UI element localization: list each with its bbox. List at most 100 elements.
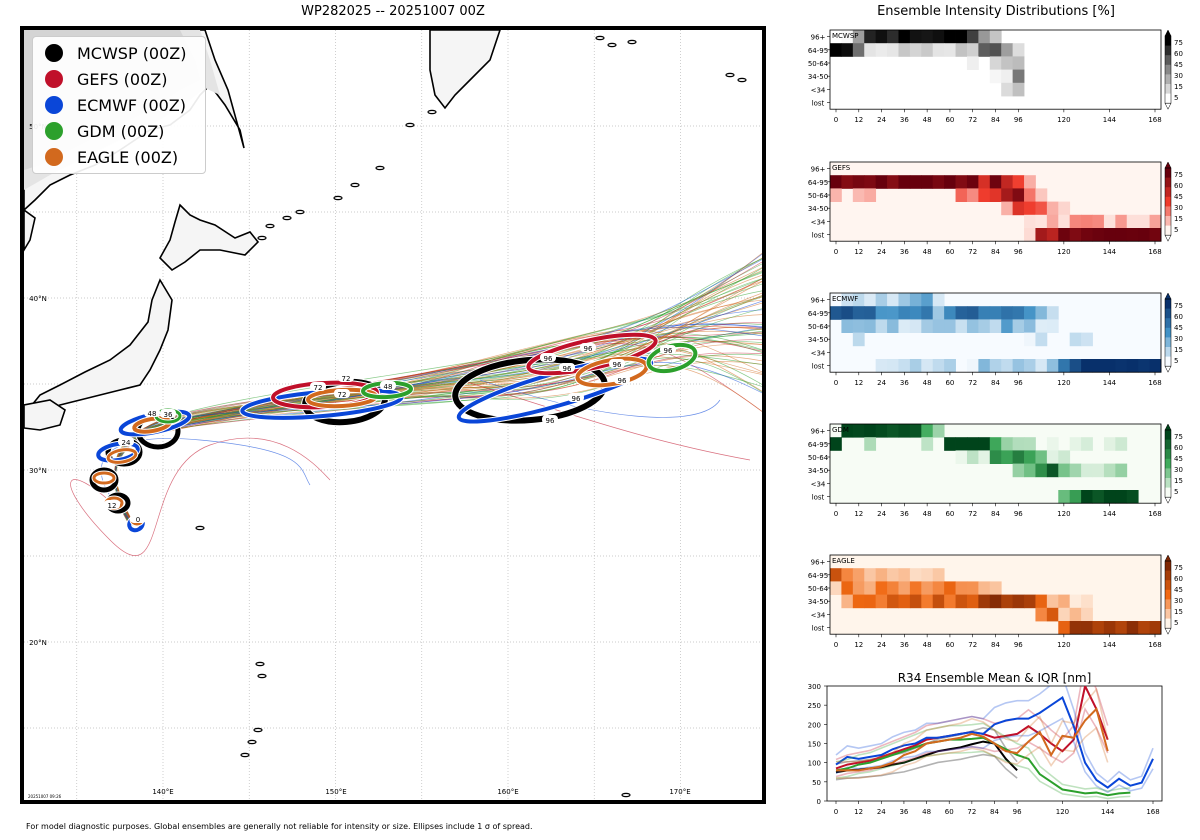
- heatmap-cell: [852, 43, 865, 57]
- heatmap-cell: [1149, 359, 1162, 373]
- heatmap-cell: [841, 293, 854, 307]
- heatmap-row-label: 34-50: [808, 73, 828, 81]
- heatmap-x-tick-label: 12: [854, 510, 863, 518]
- colorbar-step: [1165, 347, 1171, 358]
- heatmap-cell: [966, 188, 979, 202]
- ellipse-hour-label: 24: [122, 439, 131, 447]
- heatmap-cell: [1069, 228, 1082, 242]
- heatmap-cell: [1138, 359, 1150, 373]
- heatmap-cell: [1103, 214, 1116, 229]
- ellipse-label-bg: [104, 500, 120, 509]
- colorbar-tick-label: 60: [1174, 313, 1183, 321]
- ellipse-label-bg: [609, 359, 625, 368]
- heatmap-cell: [1046, 437, 1059, 451]
- r34-iqr-lower: [835, 753, 1018, 781]
- ensemble-track: [70, 437, 331, 556]
- heatmap-cell: [1001, 43, 1014, 57]
- heatmap-panel-eagle: EAGLE 96+ 64-95 50-64 34-50 <34 lost 0 12 24 36 48 6…: [808, 554, 1183, 649]
- colorbar-tick-label: 5: [1174, 226, 1178, 234]
- heatmap-cell: [841, 581, 854, 595]
- heatmap-cell: [1058, 359, 1071, 373]
- heatmap-x-tick-label: 120: [1057, 641, 1070, 649]
- colorbar-step: [1165, 449, 1171, 460]
- heatmap-cell: [1081, 332, 1093, 347]
- colorbar-extend-bottom: [1164, 234, 1172, 242]
- heatmap-cell: [830, 581, 842, 595]
- heatmap-cell: [830, 568, 842, 582]
- colorbar-extend-bottom: [1164, 365, 1172, 373]
- heatmap-cell: [875, 594, 888, 609]
- heatmap-cell: [1024, 228, 1036, 242]
- ellipse-hour-label: 36: [164, 411, 173, 419]
- ellipse-hour-label: 12: [108, 502, 117, 510]
- colorbar-extend-bottom: [1164, 496, 1172, 504]
- heatmap-x-tick-label: 24: [877, 248, 886, 256]
- r34-iqr-upper: [835, 722, 1131, 792]
- colorbar-tick-label: 45: [1174, 193, 1183, 201]
- island: [333, 195, 343, 201]
- ellipse-label-bg: [130, 514, 146, 523]
- heatmap-cell: [1035, 359, 1048, 373]
- heatmap-cell: [932, 359, 945, 373]
- heatmap-cell: [932, 581, 945, 595]
- colorbar-step: [1165, 74, 1171, 85]
- heatmap-x-tick-label: 144: [1103, 379, 1117, 387]
- heatmap-cell: [1035, 319, 1048, 333]
- heatmap-cell: [909, 359, 922, 373]
- legend-label: GDM (00Z): [77, 121, 165, 141]
- spread-ellipse: [106, 448, 138, 464]
- heatmap-cell: [1035, 463, 1048, 478]
- colorbar-step: [1165, 589, 1171, 600]
- legend-marker: [45, 44, 63, 62]
- heatmap-x-tick-label: 12: [854, 641, 863, 649]
- heatmap-cell: [989, 306, 1002, 320]
- heatmap-cell: [1115, 214, 1128, 229]
- heatmap-cell: [989, 319, 1002, 333]
- colorbar-tick-label: 45: [1174, 324, 1183, 332]
- colorbar-step: [1165, 478, 1171, 489]
- ellipse-label-bg: [118, 437, 134, 446]
- spread-ellipses: 96 96 96 96 96 96 96 96 72 72 72 48 48 36 24 12 0: [88, 331, 699, 534]
- heatmap-cell: [909, 568, 922, 582]
- heatmap-cell: [944, 319, 956, 333]
- heatmap-x-tick-label: 96: [1014, 510, 1023, 518]
- heatmap-cell: [1126, 490, 1139, 504]
- heatmap-cell: [955, 175, 968, 189]
- heatmap-x-tick-label: 0: [834, 116, 838, 124]
- heatmap-row-label: 96+: [811, 428, 826, 436]
- heatmap-cell: [864, 568, 877, 582]
- colorbar-step: [1165, 177, 1171, 188]
- heatmap-cell: [1035, 306, 1048, 320]
- heatmap-cell: [1081, 463, 1093, 478]
- heatmap-cell: [1069, 332, 1082, 347]
- ellipse-label-bg: [540, 353, 556, 362]
- heatmap-cell: [1012, 359, 1025, 373]
- ellipse-hour-label: 96: [584, 345, 593, 353]
- heatmap-row-label: 34-50: [808, 336, 828, 344]
- heatmap-cell: [864, 581, 877, 595]
- colorbar-tick-label: 30: [1174, 204, 1183, 212]
- heatmap-cell: [966, 450, 979, 464]
- colorbar-frame: [1164, 560, 1172, 629]
- heatmap-row-label: 34-50: [808, 598, 828, 606]
- heatmap-cell: [1103, 437, 1116, 451]
- heatmap-cell: [978, 175, 991, 189]
- heatmap-cell: [1024, 359, 1036, 373]
- heatmap-x-tick-label: 60: [945, 116, 954, 124]
- r34-iqr-lower: [836, 726, 1109, 779]
- heatmap-cell: [898, 424, 911, 438]
- heatmap-cell: [887, 594, 899, 609]
- heatmap-cell: [1138, 621, 1150, 635]
- heatmap-cell: [875, 568, 888, 582]
- heatmap-x-tick-label: 120: [1057, 510, 1070, 518]
- heatmap-cell: [966, 359, 979, 373]
- heatmap-cell: [1024, 332, 1036, 347]
- heatmap-x-tick-label: 36: [900, 510, 909, 518]
- island: [257, 235, 267, 241]
- r34-iqr-lower: [835, 750, 1131, 800]
- heatmap-cell: [1092, 621, 1105, 635]
- r34-x-tick-label: 84: [990, 808, 999, 816]
- heatmap-cell: [966, 30, 979, 44]
- heatmap-cell: [1115, 490, 1128, 504]
- footnote: For model diagnostic purposes. Global en…: [26, 822, 533, 831]
